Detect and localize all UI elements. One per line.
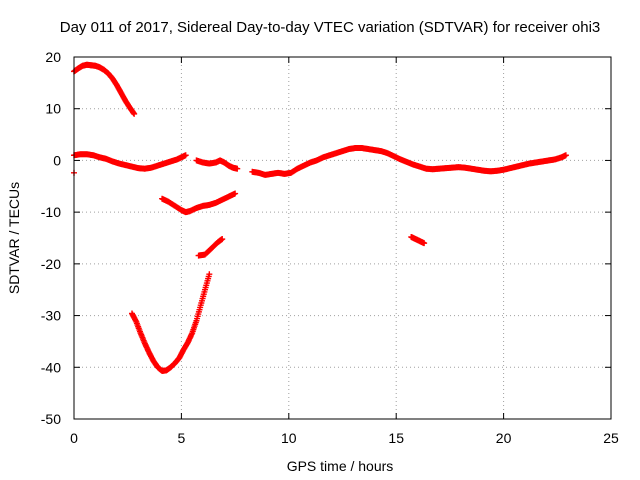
grid bbox=[74, 57, 611, 419]
series-arc-low-short bbox=[195, 236, 226, 259]
x-tick-label: 25 bbox=[603, 430, 619, 446]
data-point bbox=[232, 190, 239, 197]
x-tick-label: 0 bbox=[70, 430, 78, 446]
data-point bbox=[219, 236, 226, 243]
x-tick-label: 15 bbox=[388, 430, 404, 446]
data-point bbox=[421, 240, 428, 247]
series-arc-main-1 bbox=[71, 151, 189, 172]
data-point bbox=[206, 271, 213, 278]
x-tick-label: 20 bbox=[496, 430, 512, 446]
chart-title: Day 011 of 2017, Sidereal Day-to-day VTE… bbox=[60, 19, 601, 36]
y-tick-label: -20 bbox=[41, 256, 61, 272]
series-arc-main-2 bbox=[193, 157, 241, 172]
y-tick-label: 0 bbox=[53, 152, 61, 168]
y-tick-label: -50 bbox=[41, 411, 61, 427]
data-point bbox=[131, 110, 138, 117]
y-tick-label: 20 bbox=[45, 49, 61, 65]
y-tick-label: -10 bbox=[41, 204, 61, 220]
data-point bbox=[234, 165, 241, 172]
y-axis-label: SDTVAR / TECUs bbox=[6, 182, 22, 294]
data-point bbox=[182, 152, 189, 159]
plot-frame bbox=[73, 56, 612, 420]
series-arc-main-3 bbox=[249, 145, 569, 178]
series-arc-mid bbox=[159, 190, 239, 216]
data-point bbox=[562, 152, 569, 159]
x-tick-label: 5 bbox=[178, 430, 186, 446]
x-axis-label: GPS time / hours bbox=[287, 458, 394, 474]
series-arc-high bbox=[71, 61, 138, 117]
y-tick-label: -40 bbox=[41, 359, 61, 375]
series-arc-small bbox=[408, 233, 428, 247]
series-arc-deep bbox=[128, 271, 213, 374]
x-tick-label: 10 bbox=[281, 430, 297, 446]
axis-ticks: 0 5 10 15 20 25 -50 -40 -30 -20 -10 0 10 20 bbox=[41, 49, 619, 446]
y-tick-label: 10 bbox=[45, 101, 61, 117]
data-points bbox=[71, 61, 569, 374]
y-tick-label: -30 bbox=[41, 308, 61, 324]
